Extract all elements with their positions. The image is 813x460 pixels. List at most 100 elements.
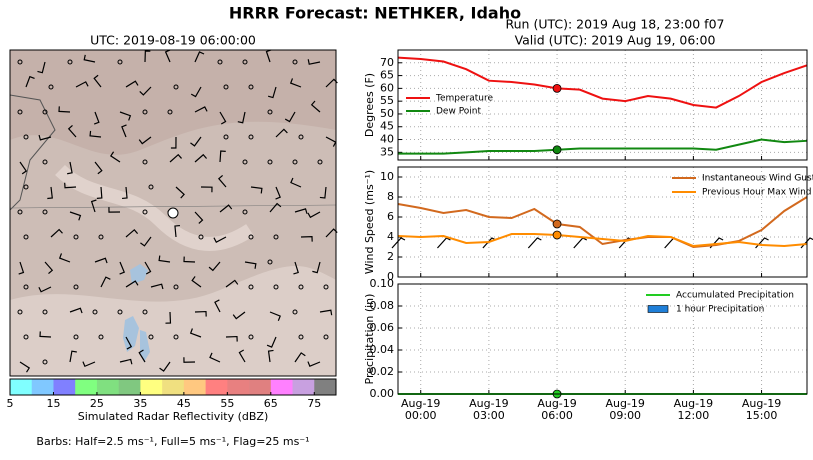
barb — [238, 349, 246, 363]
colorbar-tick-label: 15 — [46, 397, 60, 410]
calm-marker — [298, 134, 304, 140]
barb — [125, 228, 139, 238]
colorbar-tick-label: 35 — [133, 397, 147, 410]
figure-title: HRRR Forecast: NETHKER, Idaho — [229, 4, 521, 23]
wind-barbs — [17, 49, 338, 373]
barb — [119, 358, 133, 365]
terrain — [10, 266, 336, 376]
colorbar-bin — [292, 379, 315, 395]
barb — [138, 349, 146, 363]
barb — [189, 328, 202, 338]
calm-marker — [67, 59, 73, 65]
y-tick-label: 0.02 — [370, 365, 395, 378]
highlight-point — [552, 145, 562, 155]
barb — [44, 261, 54, 275]
barb — [90, 199, 97, 213]
panel-frame — [397, 49, 808, 161]
colorbar-tick-label: 45 — [177, 397, 191, 410]
calm-marker — [273, 234, 279, 240]
calm-marker — [42, 209, 48, 215]
barb — [119, 261, 126, 275]
colorbar-bin — [183, 379, 206, 395]
barb — [217, 174, 227, 188]
barb — [232, 311, 246, 320]
calm-marker — [73, 234, 79, 240]
barb — [312, 261, 321, 274]
calm-marker — [17, 209, 23, 215]
calm-marker — [317, 159, 323, 165]
colorbar-label: Simulated Radar Reflectivity (dBZ) — [78, 410, 269, 423]
barb — [19, 161, 28, 175]
y-tick-label: 8 — [387, 190, 394, 203]
barb — [290, 177, 302, 188]
barb — [307, 361, 321, 367]
barb — [67, 161, 73, 175]
barb — [93, 74, 102, 88]
station-marker — [167, 207, 179, 219]
barb — [174, 224, 180, 238]
barb — [125, 80, 139, 88]
highlight-point — [552, 83, 562, 93]
barb — [225, 335, 238, 342]
y-tick-label: 45 — [380, 120, 394, 133]
calm-marker — [98, 334, 104, 340]
y-tick-label: 60 — [380, 81, 394, 94]
colorbar-bin — [162, 379, 185, 395]
legend-swatch — [647, 305, 669, 313]
calm-marker — [198, 234, 204, 240]
barb — [194, 106, 208, 113]
calm-marker — [298, 284, 304, 290]
barb — [284, 111, 296, 123]
barb — [250, 186, 263, 194]
barb — [300, 235, 313, 242]
calm-marker — [323, 284, 329, 290]
barb — [225, 279, 239, 288]
x-tick-label: 15:00 — [746, 409, 778, 422]
barb — [119, 111, 132, 121]
barb — [209, 352, 221, 363]
series-line — [398, 138, 808, 155]
y-tick-label: 6 — [387, 210, 394, 223]
panel-frame — [397, 166, 808, 278]
calm-marker — [223, 84, 229, 90]
calm-marker — [48, 84, 54, 90]
barb — [219, 204, 233, 213]
calm-marker — [267, 159, 273, 165]
legend-label: Dew Point — [436, 107, 482, 117]
barb — [64, 182, 77, 189]
colorbar-tick-label: 65 — [264, 397, 278, 410]
calm-marker — [167, 109, 173, 115]
colorbar-bin — [53, 379, 76, 395]
calm-marker — [142, 209, 148, 215]
series-line — [397, 56, 808, 109]
legend-label: Accumulated Precipitation — [676, 291, 794, 301]
calm-marker — [142, 309, 148, 315]
y-tick-label: 0.10 — [370, 277, 395, 290]
colorbar-bin — [249, 379, 272, 395]
barb — [158, 255, 171, 263]
barb — [94, 161, 103, 175]
calm-marker — [23, 284, 29, 290]
map-title: UTC: 2019-08-19 06:00:00 — [90, 33, 256, 48]
series-line — [397, 233, 808, 248]
colorbar: 5 15 25 35 45 55 65 75 — [7, 378, 337, 410]
barb — [140, 236, 152, 247]
calm-marker — [292, 59, 298, 65]
calm-marker — [42, 109, 48, 115]
y-tick-label: 0 — [387, 270, 394, 283]
highlight-point — [552, 230, 562, 240]
barb — [18, 261, 25, 275]
y-tick-label: 10 — [380, 170, 394, 183]
barb — [38, 286, 52, 293]
calm-marker — [17, 309, 23, 315]
x-tick-label: Aug-19 — [605, 397, 644, 410]
colorbar-tick-label: 75 — [307, 397, 321, 410]
calm-marker — [92, 309, 98, 315]
valid-label: Valid (UTC): 2019 Aug 19, 06:00 — [515, 33, 716, 48]
barb — [267, 349, 274, 363]
barb — [100, 276, 111, 288]
calm-marker — [42, 159, 48, 165]
barb — [175, 186, 185, 199]
barb — [37, 61, 46, 74]
colorbar-bin — [205, 379, 228, 395]
